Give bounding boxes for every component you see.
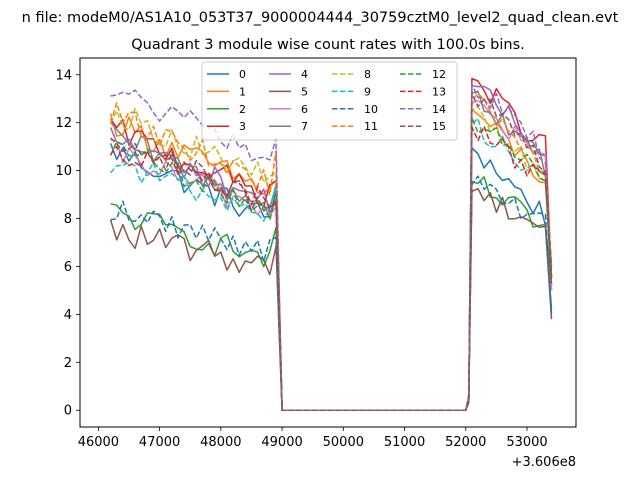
series-line-2	[110, 176, 553, 411]
legend-label-7: 7	[301, 120, 308, 133]
series-lines	[109, 77, 553, 411]
legend-box	[201, 61, 458, 141]
legend-label-9: 9	[364, 85, 371, 98]
series-line-10	[110, 175, 553, 411]
legend-label-4: 4	[301, 68, 308, 81]
legend-label-11: 11	[364, 120, 378, 133]
x-tick-label: 47000	[139, 435, 180, 450]
legend-label-1: 1	[239, 85, 246, 98]
legend-label-2: 2	[239, 103, 246, 116]
axes-frame	[79, 57, 577, 428]
x-tick-label: 51000	[384, 435, 425, 450]
y-tick-label: 12	[55, 116, 72, 131]
x-tick-label: 46000	[78, 435, 119, 450]
x-axis-offset-text: +3.606e8	[512, 455, 576, 470]
legend-label-12: 12	[432, 68, 446, 81]
series-line-5	[109, 187, 553, 411]
y-tick-label: 2	[64, 356, 72, 371]
series-line-6	[110, 100, 553, 411]
y-axis: 0 2 4 6 8 10 12 14	[55, 68, 80, 419]
legend-label-13: 13	[432, 85, 446, 98]
chart-title: Quadrant 3 module wise count rates with …	[131, 37, 525, 53]
y-tick-label: 4	[64, 308, 72, 323]
series-line-15	[110, 92, 553, 411]
legend-label-14: 14	[432, 103, 446, 116]
legend-label-10: 10	[364, 103, 378, 116]
x-tick-label: 52000	[445, 435, 486, 450]
y-tick-label: 0	[64, 404, 72, 419]
series-line-11	[109, 92, 553, 411]
y-tick-label: 10	[55, 164, 72, 179]
x-tick-label: 53000	[506, 435, 547, 450]
series-line-8	[109, 105, 553, 411]
y-tick-label: 14	[55, 68, 72, 83]
series-line-3	[109, 77, 553, 411]
figure-suptitle: n file: modeM0/AS1A10_053T37_9000004444_…	[22, 10, 619, 26]
legend-label-8: 8	[364, 68, 371, 81]
series-line-12	[109, 116, 553, 411]
x-tick-label: 50000	[323, 435, 364, 450]
x-tick-label: 49000	[261, 435, 302, 450]
y-tick-label: 6	[64, 260, 72, 275]
legend-label-5: 5	[301, 85, 308, 98]
series-line-14	[110, 83, 553, 411]
x-axis: 46000 47000 48000 49000 50000 51000 52000 53000	[78, 427, 548, 450]
legend-label-3: 3	[239, 120, 246, 133]
y-tick-label: 8	[64, 212, 72, 227]
series-line-0	[109, 143, 553, 411]
x-tick-label: 48000	[200, 435, 241, 450]
series-line-1	[109, 108, 553, 411]
legend-label-15: 15	[432, 120, 446, 133]
legend-label-6: 6	[301, 103, 308, 116]
legend-label-0: 0	[239, 68, 246, 81]
